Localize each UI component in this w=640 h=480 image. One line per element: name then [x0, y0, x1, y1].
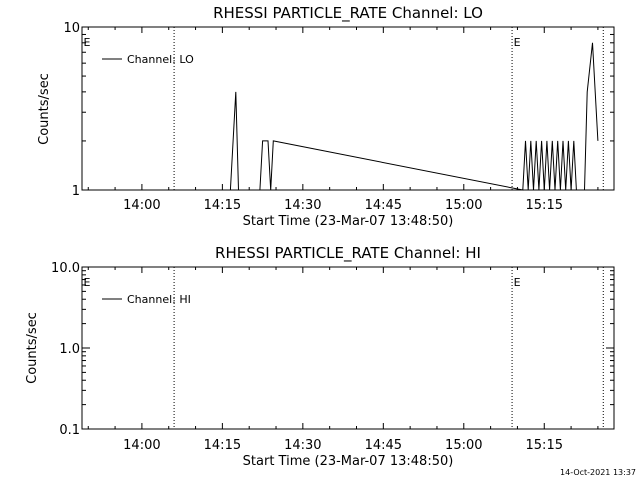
- hi-y-tick-label: 1.0: [59, 342, 80, 357]
- lo-plot-frame: [81, 26, 615, 191]
- lo-x-tick-label: 15:15: [526, 198, 563, 213]
- hi-channel-panel: RHESSI PARTICLE_RATE Channel: HI Start T…: [25, 244, 615, 469]
- hi-event-marker-label: E: [84, 276, 91, 289]
- hi-y-tick-label: 10.0: [51, 261, 80, 276]
- hi-plot-frame: [81, 266, 615, 430]
- lo-x-tick-label: 14:45: [365, 198, 402, 213]
- lo-x-tick-label: 14:30: [284, 198, 321, 213]
- lo-channel-panel: RHESSI PARTICLE_RATE Channel: LO Start T…: [37, 4, 615, 229]
- hi-x-tick-label: 14:15: [204, 438, 241, 453]
- lo-y-tick-label: 10: [63, 21, 80, 36]
- lo-y-tick-label: 1: [72, 184, 80, 199]
- hi-y-tick-label: 0.1: [59, 423, 80, 438]
- hi-y-axis-label: Counts/sec: [25, 312, 40, 384]
- hi-x-axis-label: Start Time (23-Mar-07 13:48:50): [243, 454, 454, 469]
- hi-x-tick-label: 14:00: [123, 438, 160, 453]
- lo-x-tick-label: 14:00: [123, 198, 160, 213]
- lo-x-tick-label: 14:15: [204, 198, 241, 213]
- lo-y-axis-label: Counts/sec: [37, 73, 52, 145]
- hi-legend-label: Channel: HI: [127, 293, 191, 306]
- lo-x-axis-label: Start Time (23-Mar-07 13:48:50): [243, 214, 454, 229]
- hi-chart-title: RHESSI PARTICLE_RATE Channel: HI: [215, 244, 481, 263]
- hi-event-marker-label: E: [514, 276, 521, 289]
- hi-x-tick-label: 15:15: [526, 438, 563, 453]
- lo-legend-label: Channel: LO: [127, 53, 194, 66]
- lo-event-marker-label: E: [514, 36, 521, 49]
- generation-timestamp: 14-Oct-2021 13:37: [560, 468, 636, 477]
- lo-chart-title: RHESSI PARTICLE_RATE Channel: LO: [213, 4, 483, 23]
- lo-series-line-0: [229, 42, 599, 191]
- hi-x-tick-label: 14:45: [365, 438, 402, 453]
- hi-x-tick-label: 15:00: [445, 438, 482, 453]
- lo-x-tick-label: 15:00: [445, 198, 482, 213]
- hi-x-tick-label: 14:30: [284, 438, 321, 453]
- lo-event-marker-label: E: [84, 36, 91, 49]
